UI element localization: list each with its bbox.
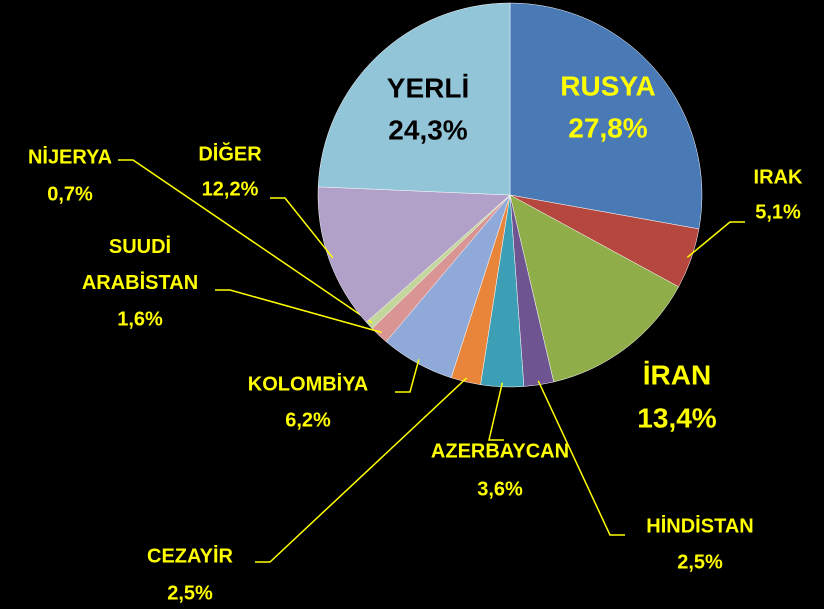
leader-line	[686, 221, 745, 258]
pie-slice	[509, 194, 679, 383]
pie-slice	[317, 186, 511, 323]
slice-value: 2,5%	[677, 551, 723, 573]
slice-value: 24,3%	[388, 114, 467, 145]
slice-value: 12,2%	[202, 178, 259, 200]
pie-slice	[317, 2, 511, 196]
slice-name: IRAK	[754, 166, 803, 188]
slice-name: YERLİ	[387, 72, 469, 103]
pie-slice	[509, 2, 703, 230]
slice-value: 13,4%	[637, 402, 716, 433]
slice-name: KOLOMBİYA	[248, 372, 368, 395]
slice-value: 27,8%	[568, 112, 647, 143]
slice-value: 5,1%	[755, 201, 801, 223]
slice-name: İRAN	[643, 359, 711, 390]
leader-line	[270, 197, 334, 259]
leader-line	[395, 359, 420, 393]
slice-name: DİĞER	[198, 141, 262, 165]
leader-line	[118, 159, 373, 324]
slice-value: 6,2%	[285, 409, 331, 431]
leader-line	[215, 289, 382, 334]
leader-line	[255, 377, 468, 563]
slice-name: SUUDİ ARABİSTAN	[82, 235, 198, 294]
leader-line	[537, 380, 625, 536]
slice-value: 1,6%	[117, 308, 163, 330]
leader-line	[488, 382, 504, 441]
slice-value: 0,7%	[47, 183, 93, 205]
slice-name: NİJERYA	[28, 145, 112, 168]
slice-name: RUSYA	[560, 70, 655, 101]
slice-name: AZERBAYCAN	[431, 440, 569, 462]
slice-name: CEZAYİR	[147, 544, 234, 567]
slice-name: HİNDİSTAN	[646, 514, 753, 537]
slice-value: 2,5%	[167, 582, 213, 604]
slice-value: 3,6%	[477, 478, 523, 500]
